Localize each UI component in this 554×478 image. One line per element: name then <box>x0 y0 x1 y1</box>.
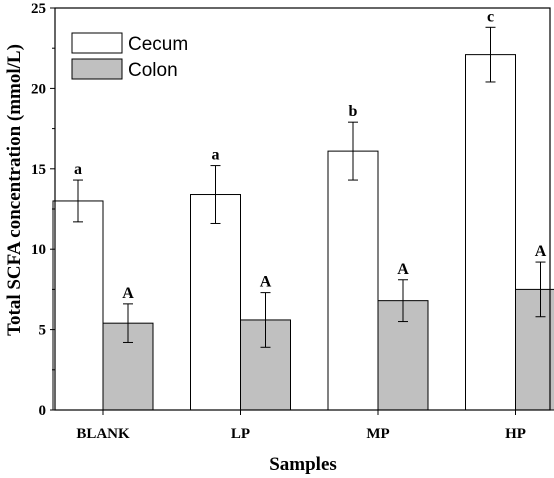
legend-swatch-cecum <box>71 32 123 54</box>
legend-label-colon: Colon <box>128 60 178 81</box>
x-tick-label-blank: BLANK <box>76 426 130 442</box>
plot-marks: a Aa Ab Ac A <box>52 8 554 411</box>
significance-label-cecum-mp: b <box>349 103 358 120</box>
significance-label-colon-blank: A <box>122 285 134 302</box>
bar-cecum-blank <box>52 200 104 411</box>
y-tick-label-10: 10 <box>31 242 46 258</box>
significance-label-cecum-hp: c <box>487 8 494 25</box>
significance-label-cecum-lp: a <box>212 147 220 164</box>
significance-label-colon-hp: A <box>535 243 547 260</box>
legend: Cecum Colon <box>71 32 188 81</box>
legend-label-cecum: Cecum <box>128 34 188 55</box>
y-tick-label-0: 0 <box>39 403 47 419</box>
x-tick-label-hp: HP <box>505 426 526 442</box>
y-tick-label-20: 20 <box>31 81 46 97</box>
x-tick-label-lp: LP <box>231 426 250 442</box>
significance-label-colon-lp: A <box>260 274 272 291</box>
bar-cecum-hp <box>465 54 516 411</box>
x-axis-title: Samples <box>269 454 337 475</box>
y-tick-label-5: 5 <box>39 323 47 339</box>
y-axis-title: Total SCFA concentration (mmol/L) <box>4 44 25 336</box>
bar-colon-hp <box>515 288 554 411</box>
x-tick-label-mp: MP <box>366 426 389 442</box>
axes: BLANK LP MP HP 0 5 10 15 20 25 <box>31 1 551 442</box>
significance-label-cecum-blank: a <box>74 161 82 178</box>
bar-cecum-mp <box>327 150 379 411</box>
bar-cecum-lp <box>190 194 241 411</box>
significance-label-colon-mp: A <box>397 261 409 278</box>
legend-swatch-colon <box>71 58 123 80</box>
y-tick-label-15: 15 <box>31 162 46 178</box>
y-tick-label-25: 25 <box>31 1 46 17</box>
